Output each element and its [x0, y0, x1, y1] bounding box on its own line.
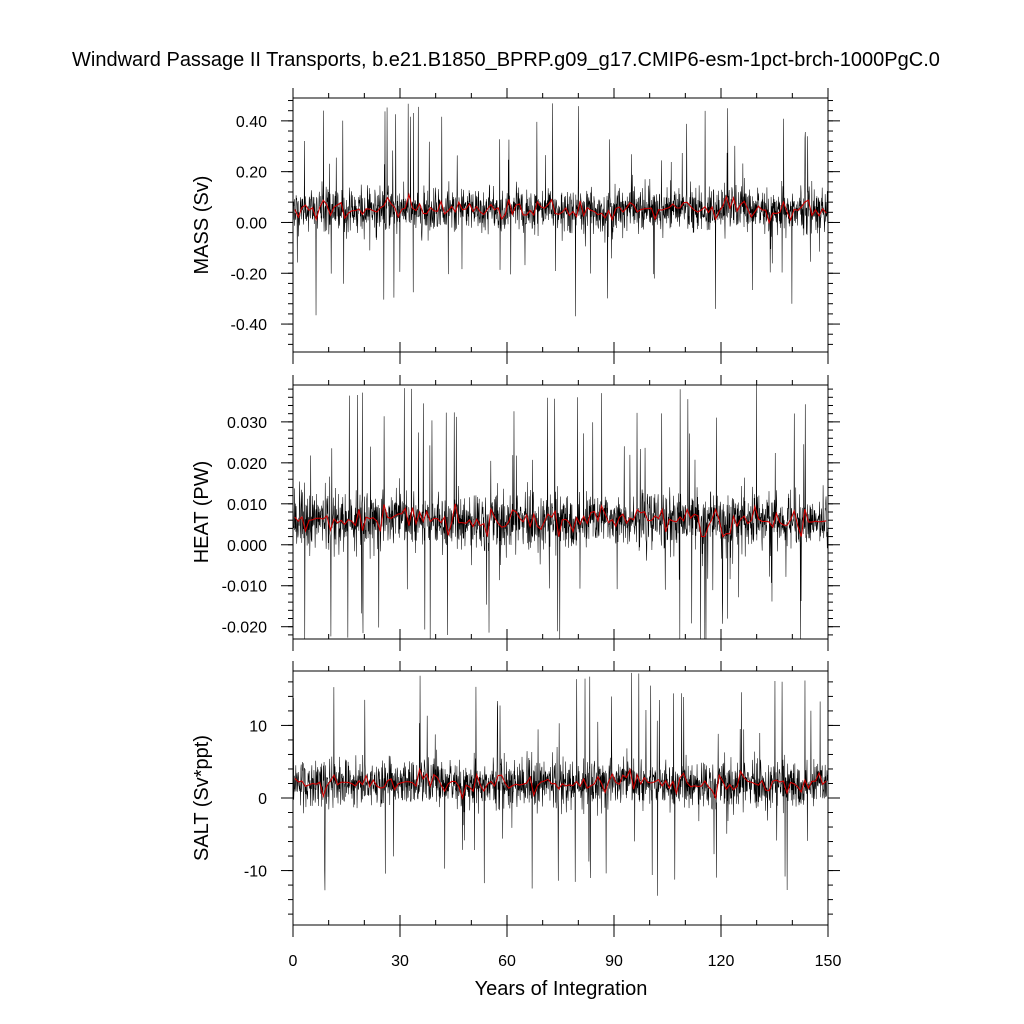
- y-tick-label: -0.40: [231, 317, 268, 334]
- x-axis-label: Years of Integration: [475, 978, 648, 1000]
- y-tick-label: -0.20: [231, 266, 268, 283]
- y-tick-label: 10: [249, 718, 267, 735]
- y-axis-label-heat: HEAT (PW): [191, 461, 213, 564]
- x-tick-label: 120: [708, 953, 735, 970]
- x-tick-label: 60: [498, 953, 516, 970]
- series-annual-mass: [294, 192, 827, 225]
- y-tick-label: 0.40: [236, 114, 267, 131]
- plot-frame-salt: [292, 670, 829, 926]
- chart-title: Windward Passage II Transports, b.e21.B1…: [72, 49, 940, 71]
- y-tick-label: -0.020: [222, 620, 267, 637]
- x-tick-label: 150: [815, 953, 842, 970]
- y-tick-label: -0.010: [222, 579, 267, 596]
- y-tick-label: 0.020: [227, 456, 267, 473]
- y-tick-label: 0.000: [227, 538, 267, 555]
- y-tick-label: -10: [244, 864, 267, 881]
- y-axis-label-salt: SALT (Sv*ppt): [191, 735, 213, 861]
- series-monthly-salt: [292, 672, 829, 896]
- y-axis-label-mass: MASS (Sv): [191, 176, 213, 275]
- x-tick-label: 0: [289, 953, 298, 970]
- series-monthly-mass: [292, 103, 829, 317]
- series-annual-salt: [294, 767, 827, 800]
- y-tick-label: 0.20: [236, 165, 267, 182]
- x-tick-label: 90: [605, 953, 623, 970]
- x-tick-label: 30: [391, 953, 409, 970]
- y-tick-label: 0.030: [227, 415, 267, 432]
- series-monthly-heat: [292, 385, 829, 640]
- panel-mass: -0.40 -0.20 0.00 0.20 0.40 MASS (Sv): [191, 88, 840, 364]
- plot-frame-mass: [292, 97, 829, 353]
- panel-heat: -0.020 -0.010 0.000 0.010 0.020 0.030 HEAT (PW…: [191, 375, 840, 651]
- panel-salt: -10 0 10 SALT (Sv*ppt) 0 30 60 90 120 150: [191, 661, 841, 970]
- y-tick-label: 0: [258, 791, 267, 808]
- y-tick-label: 0.010: [227, 497, 267, 514]
- series-annual-heat: [294, 503, 827, 538]
- y-tick-label: 0.00: [236, 215, 267, 232]
